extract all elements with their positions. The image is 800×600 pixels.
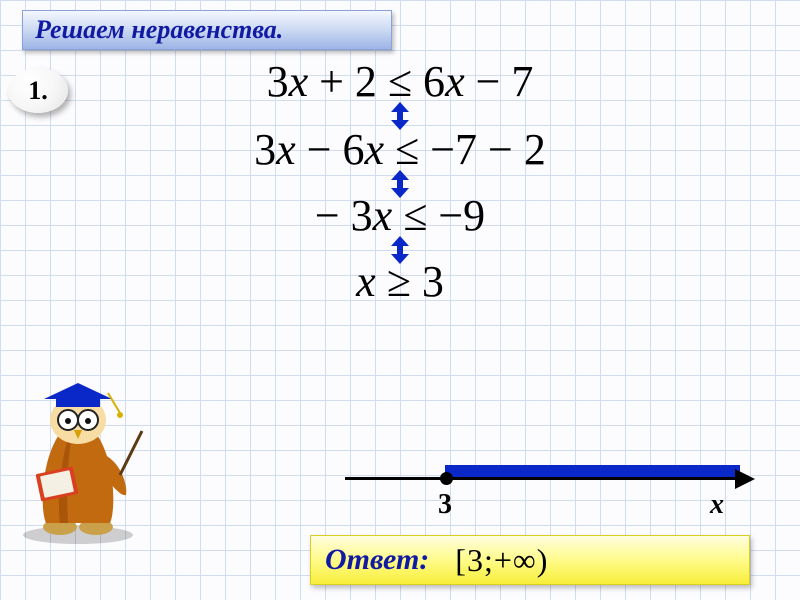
problem-number: 1. [28,76,48,106]
down-up-arrow-icon [0,172,800,194]
problem-number-badge: 1. [8,68,68,113]
number-line-band [445,465,740,477]
number-line-axis [345,477,735,480]
number-line-arrow-icon [735,469,755,489]
answer-label: Ответ: [325,543,429,577]
down-up-arrow-icon [0,238,800,260]
equation-step: 3x − 6x ≤ −7 − 2 [0,128,800,172]
math-steps: 3x + 2 ≤ 6x − 7 3x − 6x ≤ −7 − 2 − 3x ≤ … [0,60,800,304]
answer-value: [3;+∞) [455,542,548,579]
header-title: Решаем неравенства. [35,15,283,45]
header-banner: Решаем неравенства. [22,10,392,50]
number-line-axis-label: x [710,489,724,521]
scholar-mascot-icon [8,375,148,545]
down-up-arrow-icon [0,104,800,128]
number-line-closed-point-icon [440,472,453,485]
answer-box: Ответ: [3;+∞) [310,535,750,585]
equation-step: 3x + 2 ≤ 6x − 7 [0,60,800,104]
number-line: 3 x [345,455,765,525]
equation-step: − 3x ≤ −9 [0,194,800,238]
equation-step: x ≥ 3 [0,260,800,304]
number-line-point-label: 3 [438,489,452,521]
